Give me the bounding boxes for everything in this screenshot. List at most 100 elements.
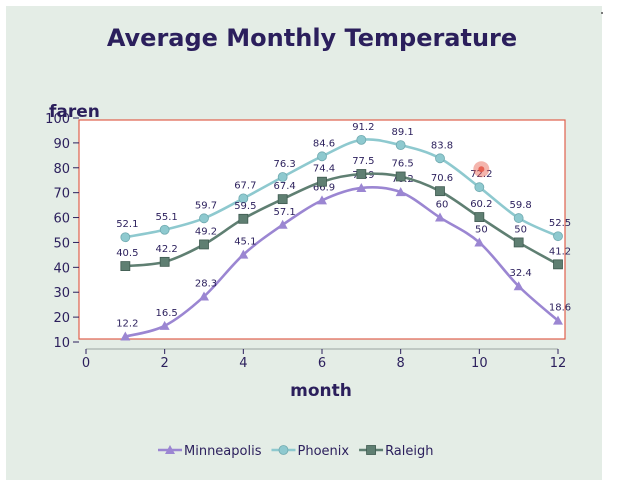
data-label-minneapolis: 18.6: [549, 303, 571, 314]
data-label-phoenix: 59.8: [510, 200, 532, 211]
data-point-raleigh: [435, 186, 445, 197]
x-tick-label: 4: [239, 356, 247, 371]
data-point-minneapolis: [553, 315, 563, 325]
data-label-phoenix: 83.8: [431, 140, 453, 151]
data-label-raleigh: 41.2: [549, 246, 571, 257]
data-label-phoenix: 55.1: [156, 212, 178, 223]
data-point-phoenix: [159, 224, 170, 235]
data-label-minneapolis: 60: [436, 200, 449, 211]
data-label-phoenix: 59.7: [195, 200, 217, 211]
data-point-minneapolis: [277, 219, 288, 229]
x-tick-label: 6: [318, 356, 326, 371]
y-tick-label: 90: [53, 137, 70, 152]
data-label-raleigh: 74.4: [313, 164, 335, 175]
corner-mark: [601, 12, 603, 14]
x-axis-label: month: [290, 381, 352, 401]
data-label-raleigh: 59.5: [234, 201, 256, 212]
data-label-minneapolis: 28.3: [195, 278, 217, 289]
data-label-phoenix: 84.6: [313, 138, 335, 149]
data-label-phoenix: 52.1: [116, 219, 138, 230]
data-point-minneapolis: [199, 291, 209, 301]
y-tick-label: 40: [53, 261, 70, 276]
data-point-raleigh: [356, 169, 367, 179]
y-tick-label: 20: [53, 311, 70, 326]
data-label-raleigh: 67.4: [274, 181, 296, 192]
y-tick-label: 60: [53, 212, 70, 227]
data-label-raleigh: 50: [514, 224, 527, 235]
data-point-raleigh: [553, 259, 563, 270]
legend-marker-phoenix: [278, 445, 289, 455]
data-label-phoenix: 91.2: [352, 122, 374, 133]
data-point-minneapolis: [395, 187, 406, 197]
data-label-raleigh: 70.6: [431, 173, 453, 184]
chart-title: Average Monthly Temperature: [107, 24, 517, 52]
legend-label-phoenix: Phoenix: [297, 444, 349, 459]
data-point-raleigh: [120, 261, 131, 271]
data-label-raleigh: 40.5: [116, 248, 138, 259]
data-point-phoenix: [317, 151, 327, 162]
data-point-minneapolis: [474, 237, 485, 247]
data-point-minneapolis: [238, 249, 249, 259]
data-point-minneapolis: [356, 182, 367, 192]
y-tick-label: 70: [53, 187, 70, 202]
x-tick-label: 10: [471, 356, 488, 371]
y-tick-label: 30: [53, 286, 70, 301]
data-point-minneapolis: [513, 281, 524, 291]
data-point-phoenix: [513, 213, 524, 223]
x-tick-label: 0: [82, 356, 90, 371]
data-point-phoenix: [474, 182, 485, 193]
data-label-phoenix: 76.3: [274, 159, 296, 170]
data-label-minneapolis: 66.9: [313, 182, 335, 193]
y-tick-label: 10: [53, 336, 70, 351]
x-tick-label: 8: [397, 356, 405, 371]
data-label-phoenix: 72.2: [470, 169, 492, 180]
data-point-raleigh: [317, 176, 327, 187]
data-point-raleigh: [513, 237, 524, 248]
data-label-minneapolis: 32.4: [510, 268, 532, 279]
y-tick-label: 80: [53, 162, 70, 177]
data-point-minneapolis: [159, 320, 170, 330]
data-label-phoenix: 89.1: [392, 127, 414, 138]
data-label-raleigh: 76.5: [392, 158, 414, 169]
data-point-phoenix: [395, 140, 406, 151]
y-axis-label: faren: [49, 102, 100, 122]
legend-label-raleigh: Raleigh: [385, 444, 433, 459]
data-point-raleigh: [159, 256, 170, 267]
data-point-minneapolis: [120, 331, 131, 341]
data-point-phoenix: [199, 213, 209, 224]
data-label-raleigh: 42.2: [156, 244, 178, 255]
data-label-raleigh: 49.2: [195, 226, 217, 237]
data-point-minneapolis: [435, 212, 445, 222]
data-point-raleigh: [474, 212, 485, 222]
y-tick-label: 100: [45, 112, 70, 127]
data-label-phoenix: 52.5: [549, 218, 571, 229]
data-point-phoenix: [277, 172, 288, 182]
legend-label-minneapolis: Minneapolis: [184, 444, 262, 459]
x-tick-label: 2: [161, 356, 169, 371]
data-point-phoenix: [435, 153, 445, 164]
data-label-minneapolis: 12.2: [116, 319, 138, 330]
data-point-phoenix: [553, 231, 563, 242]
data-label-minneapolis: 57.1: [274, 207, 296, 218]
cursor-dot: [478, 166, 485, 173]
data-point-raleigh: [395, 171, 406, 182]
x-tick-label: 12: [550, 356, 567, 371]
legend-marker-minneapolis: [165, 445, 175, 454]
data-label-raleigh: 60.2: [470, 199, 492, 210]
data-point-raleigh: [238, 213, 249, 224]
legend-marker-raleigh: [366, 445, 376, 455]
data-label-minneapolis: 45.1: [234, 237, 256, 248]
data-label-minneapolis: 50: [475, 224, 488, 235]
data-point-phoenix: [238, 193, 249, 204]
data-point-raleigh: [199, 239, 209, 250]
data-point-minneapolis: [317, 195, 327, 205]
data-label-minneapolis: 16.5: [156, 308, 178, 319]
data-label-phoenix: 67.7: [234, 180, 256, 191]
data-label-raleigh: 77.5: [352, 156, 374, 167]
data-point-raleigh: [277, 194, 288, 205]
data-point-phoenix: [356, 135, 367, 145]
data-point-phoenix: [120, 232, 131, 243]
y-tick-label: 50: [53, 236, 70, 251]
